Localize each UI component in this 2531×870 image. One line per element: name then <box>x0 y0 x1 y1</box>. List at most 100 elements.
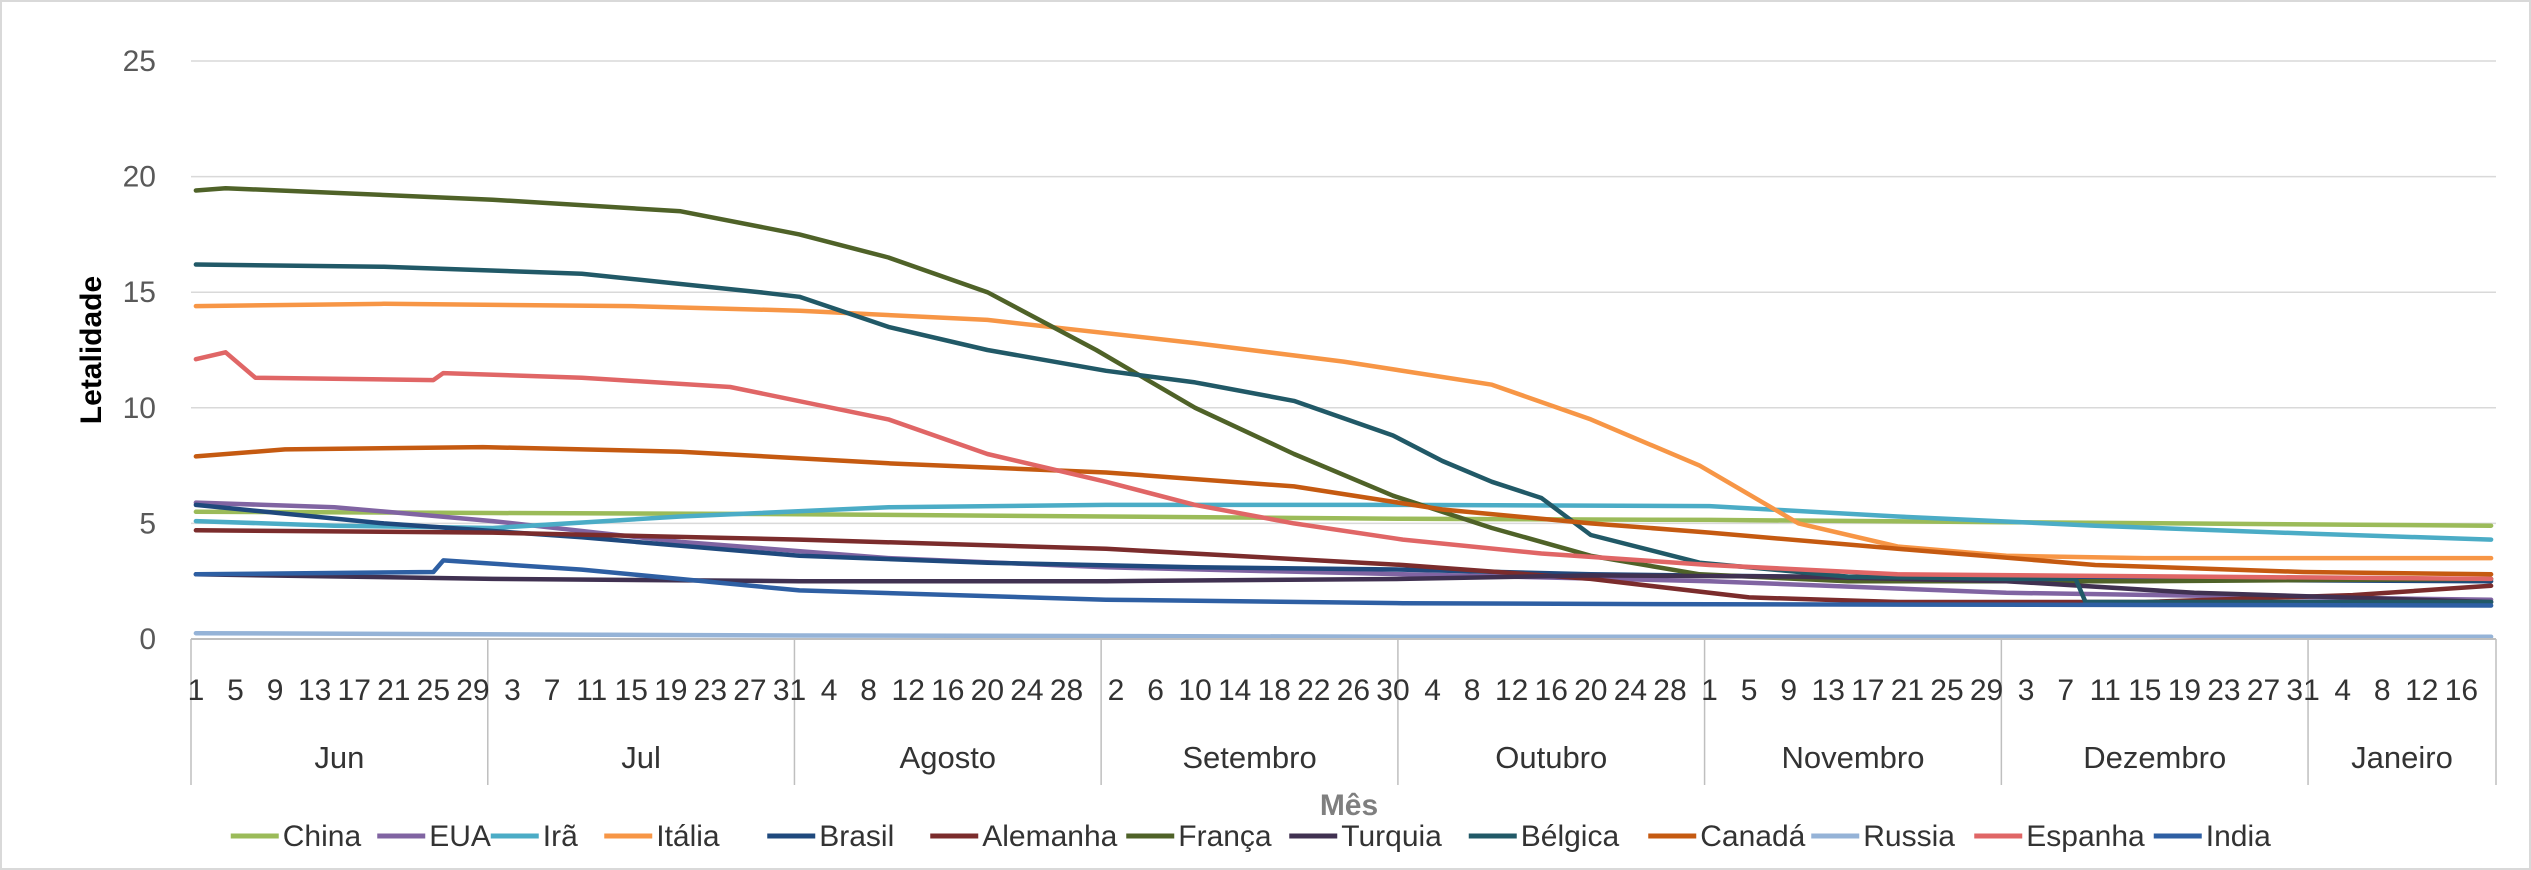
legend-label: India <box>2206 820 2271 853</box>
x-tick-label: 15 <box>2128 674 2161 707</box>
y-tick-label: 5 <box>139 507 156 540</box>
x-tick-label: 29 <box>456 674 489 707</box>
x-tick-label: 18 <box>1258 674 1291 707</box>
month-label: Jun <box>314 740 364 775</box>
x-tick-label: 30 <box>1376 674 1409 707</box>
y-tick-label: 25 <box>123 45 156 78</box>
x-tick-label: 31 <box>773 674 806 707</box>
y-tick-label: 0 <box>139 623 156 656</box>
y-axis-ticks: 0 5 10 15 20 25 <box>123 45 156 656</box>
x-tick-label: 20 <box>1574 674 1607 707</box>
x-tick-label: 16 <box>931 674 964 707</box>
series-lines <box>193 185 2494 639</box>
x-tick-label: 8 <box>2374 674 2391 707</box>
legend-label: Brasil <box>819 820 894 853</box>
y-tick-label: 10 <box>123 392 156 425</box>
legend-label: França <box>1178 820 1272 853</box>
month-label: Janeiro <box>2351 740 2453 775</box>
y-tick-label: 15 <box>123 276 156 309</box>
legend-label: Russia <box>1863 820 1955 853</box>
legend-label: Irã <box>543 820 578 853</box>
legend-label: Itália <box>656 820 720 853</box>
series-line-canada <box>193 444 2494 577</box>
x-tick-label: 19 <box>654 674 687 707</box>
x-tick-label: 11 <box>576 674 607 707</box>
x-tick-label: 1 <box>188 674 205 707</box>
x-tick-label: 31 <box>2286 674 2319 707</box>
x-tick-label: 13 <box>298 674 331 707</box>
month-label: Setembro <box>1182 740 1316 775</box>
x-tick-label: 27 <box>733 674 766 707</box>
x-tick-label: 25 <box>1930 674 1963 707</box>
x-tick-label: 27 <box>2247 674 2280 707</box>
x-tick-label: 14 <box>1218 674 1251 707</box>
month-label: Jul <box>621 740 661 775</box>
x-tick-label: 3 <box>2018 674 2035 707</box>
series-line-belgica <box>193 262 2494 605</box>
legend-label: China <box>283 820 362 853</box>
x-tick-label: 22 <box>1297 674 1330 707</box>
x-tick-label: 4 <box>2334 674 2351 707</box>
x-tick-label: 8 <box>1464 674 1481 707</box>
series-line-turquia <box>193 572 2494 605</box>
x-tick-label: 16 <box>1535 674 1568 707</box>
x-tick-label: 9 <box>1780 674 1797 707</box>
x-tick-label: 19 <box>2168 674 2201 707</box>
x-tick-label: 21 <box>377 674 410 707</box>
x-tick-label: 5 <box>1741 674 1758 707</box>
x-tick-label: 5 <box>227 674 244 707</box>
x-tick-label: 6 <box>1147 674 1164 707</box>
series-line-espanha <box>193 350 2494 582</box>
legend: China EUA Irã Itália Brasil Alemanha França Tur… <box>230 820 2271 853</box>
month-label: Outubro <box>1495 740 1607 775</box>
series-line-russia <box>193 630 2494 639</box>
x-tick-label: 28 <box>1050 674 1083 707</box>
series-line-alemanha <box>193 528 2494 605</box>
x-tick-label: 29 <box>1970 674 2003 707</box>
x-tick-label: 26 <box>1337 674 1370 707</box>
series-line-india <box>193 558 2494 608</box>
x-tick-label: 7 <box>544 674 561 707</box>
legend-label: Alemanha <box>982 820 1117 853</box>
month-label: Novembro <box>1781 740 1924 775</box>
x-tick-label: 3 <box>504 674 521 707</box>
x-tick-label: 21 <box>1891 674 1924 707</box>
y-tick-label: 20 <box>123 161 156 194</box>
x-axis-title: Mês <box>1320 789 1378 822</box>
month-label: Dezembro <box>2083 740 2226 775</box>
x-tick-label: 12 <box>892 674 925 707</box>
x-tick-label: 13 <box>1812 674 1845 707</box>
legend-label: Canadá <box>1700 820 1805 853</box>
x-tick-label: 8 <box>860 674 877 707</box>
legend-label: Espanha <box>2026 820 2145 853</box>
x-tick-label: 20 <box>971 674 1004 707</box>
x-tick-label: 10 <box>1178 674 1211 707</box>
legend-label: EUA <box>429 820 491 853</box>
x-tick-label: 23 <box>2207 674 2240 707</box>
x-tick-label: 2 <box>1108 674 1125 707</box>
x-tick-label: 12 <box>2405 674 2438 707</box>
x-tick-label: 17 <box>338 674 371 707</box>
y-axis-title: Letalidade <box>75 276 108 424</box>
x-tick-label: 4 <box>1424 674 1441 707</box>
month-label: Agosto <box>900 740 997 775</box>
x-tick-label: 12 <box>1495 674 1528 707</box>
x-tick-label: 23 <box>694 674 727 707</box>
x-tick-label: 15 <box>615 674 648 707</box>
x-tick-label: 11 <box>2090 674 2121 707</box>
x-tick-label: 1 <box>1701 674 1718 707</box>
x-tick-label: 28 <box>1653 674 1686 707</box>
x-tick-label: 24 <box>1614 674 1647 707</box>
x-tick-label: 25 <box>417 674 450 707</box>
legend-label: Bélgica <box>1521 820 1620 853</box>
x-tick-label: 9 <box>267 674 284 707</box>
x-tick-label: 16 <box>2445 674 2478 707</box>
legend-label: Turquia <box>1341 820 1442 853</box>
x-tick-label: 17 <box>1851 674 1884 707</box>
x-tick-label: 24 <box>1010 674 1043 707</box>
x-tick-label: 4 <box>821 674 838 707</box>
